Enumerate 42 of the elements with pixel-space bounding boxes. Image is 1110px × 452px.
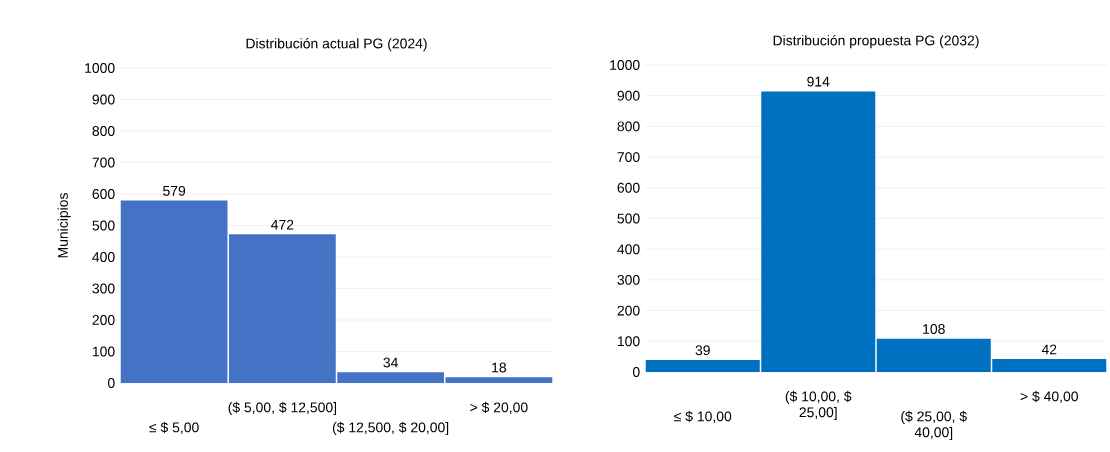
y-tick-label: 200	[617, 305, 640, 316]
chart-title: Distribución propuesta PG (2032)	[773, 34, 979, 49]
y-tick-label: 600	[617, 182, 640, 193]
y-tick-label: 1000	[610, 60, 640, 70]
y-tick-label: 100	[92, 346, 115, 357]
y-tick-label: 500	[92, 220, 115, 231]
y-tick-label: 300	[92, 283, 115, 294]
y-tick-label: 400	[92, 252, 115, 262]
data-label: 108	[923, 324, 945, 334]
x-tick-label: ($ 10,00, $ 25,00]	[785, 390, 852, 420]
y-axis-title: Municipios	[57, 193, 71, 258]
data-label: 18	[492, 362, 507, 373]
x-tick-label: ≤ $ 10,00	[674, 410, 732, 423]
x-tick-label: ($ 12,500, $ 20,00]	[332, 421, 449, 436]
y-tick-label: 300	[617, 274, 640, 285]
y-tick-label: 500	[617, 213, 640, 224]
y-tick-label: 700	[92, 157, 115, 168]
data-label: 42	[1041, 344, 1057, 355]
bar	[445, 377, 553, 383]
data-label: 472	[271, 219, 294, 230]
y-tick-label: 100	[617, 336, 640, 347]
chart-title: Distribución actual PG (2024)	[246, 38, 427, 52]
y-tick-label: 700	[617, 152, 640, 163]
y-tick-label: 800	[617, 121, 640, 132]
y-tick-label: 0	[107, 378, 115, 388]
data-label: 579	[163, 185, 186, 196]
y-tick-label: 800	[92, 126, 115, 136]
y-tick-label: 900	[92, 94, 115, 105]
y-tick-label: 900	[617, 90, 640, 101]
y-tick-label: 600	[92, 189, 115, 199]
x-tick-label: > $ 40,00	[1020, 390, 1078, 403]
y-tick-label: 400	[617, 244, 640, 255]
x-tick-label: ($ 25,00, $ 40,00]	[901, 410, 967, 440]
data-label: 39	[695, 345, 710, 356]
data-label: 34	[383, 357, 398, 368]
y-tick-label: 200	[92, 315, 115, 325]
data-label: 914	[807, 76, 830, 87]
x-tick-label: ≤ $ 5,00	[149, 421, 199, 434]
y-tick-label: 1000	[85, 63, 115, 73]
x-tick-label: ($ 5,00, $ 12,500]	[228, 401, 337, 416]
y-tick-label: 0	[632, 367, 640, 377]
x-tick-label: > $ 20,00	[470, 401, 528, 414]
